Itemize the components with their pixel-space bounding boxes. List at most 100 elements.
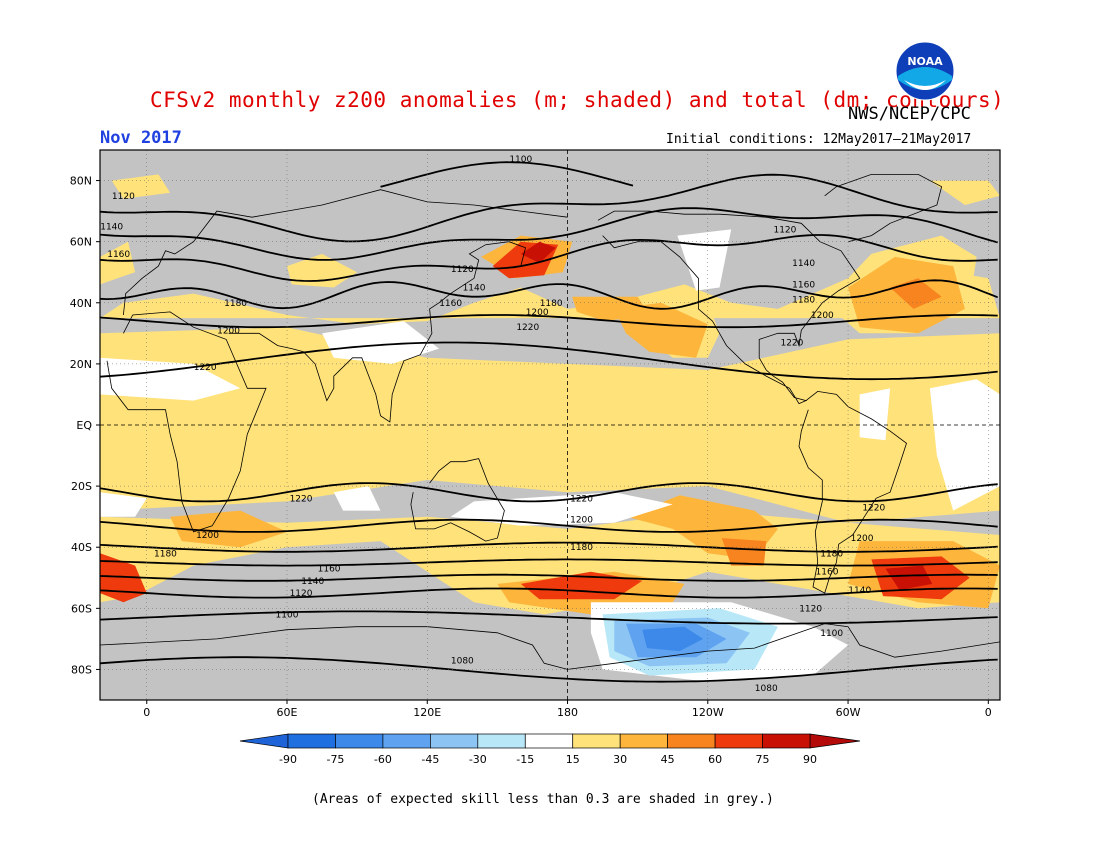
anomaly-south-band	[100, 510, 1000, 615]
initial-conditions-label: Initial conditions: 12May2017–21May2017	[666, 132, 972, 147]
colorbar-swatch	[762, 733, 811, 749]
colorbar-label: -30	[469, 753, 487, 766]
contour-label: 1120	[773, 225, 796, 235]
contour-label: 1200	[217, 326, 240, 336]
coastline-south-asia	[228, 241, 526, 423]
contour-label: 1140	[301, 577, 324, 587]
anomaly-arctic-west	[111, 174, 171, 199]
contour-label: 1200	[526, 308, 549, 318]
coastline-africa	[106, 311, 267, 533]
anomaly-arctic-east	[929, 180, 1000, 205]
lon-tick-label: 0	[143, 706, 150, 719]
contour-1200-north	[100, 314, 998, 329]
contour-1200-south	[100, 518, 998, 533]
lon-tick-label: 120W	[692, 706, 724, 719]
contour-label: 1100	[509, 155, 532, 165]
colorbar-label: -45	[421, 753, 439, 766]
colorbar-swatch	[524, 733, 574, 749]
anomaly-sp-antarctic-blue4	[642, 626, 704, 652]
contour-1140-south	[100, 573, 998, 582]
contour-label: 1140	[792, 259, 815, 269]
lat-tick-label: 20N	[70, 358, 92, 371]
lat-tick-label: 20S	[71, 480, 92, 493]
colorbar-swatch	[667, 733, 716, 749]
lat-tick-label: 60N	[70, 236, 92, 249]
contour-1080-south	[100, 656, 998, 683]
contour-label: 1160	[792, 280, 815, 290]
colorbar-swatch	[430, 733, 479, 749]
contour-1160-south	[100, 558, 998, 567]
lon-tick-label: 60W	[836, 706, 861, 719]
lon-tick-label: 120E	[413, 706, 441, 719]
lat-tick-label: 80N	[70, 175, 92, 188]
contour-label: 1140	[463, 284, 486, 294]
contour-label: 1160	[318, 565, 341, 575]
lat-tick-label: 80S	[71, 663, 92, 676]
lat-tick-label: EQ	[76, 419, 92, 432]
lon-tick-label: 0	[985, 706, 992, 719]
anomaly-south-indian-30	[170, 510, 287, 548]
contour-label: 1200	[196, 531, 219, 541]
contour-label: 1220	[780, 339, 803, 349]
contour-label: 1100	[820, 629, 843, 639]
contour-1120-north	[100, 173, 998, 243]
contour-label: 1120	[799, 604, 822, 614]
anomaly-kamchatka-75	[520, 241, 556, 264]
anomaly-south-pacific-45	[721, 538, 767, 566]
contour-label: 1180	[154, 549, 177, 559]
colorbar-low-arrow	[239, 733, 289, 749]
colorbar-label: -75	[326, 753, 344, 766]
coastline-europe-asia	[123, 189, 568, 316]
anomaly-tropics-white-4	[333, 486, 381, 511]
contour-label: 1200	[570, 516, 593, 526]
contour-label: 1220	[862, 504, 885, 514]
lon-tick-label: 60E	[277, 706, 298, 719]
valid-month-label: Nov 2017	[100, 128, 182, 148]
contour-label: 1140	[848, 586, 871, 596]
colorbar-swatch	[714, 733, 763, 749]
colorbar-swatch	[335, 733, 384, 749]
contour-label: 1120	[112, 192, 135, 202]
contour-label: 1220	[290, 494, 313, 504]
contour-1120-south	[100, 587, 998, 599]
colorbar-label: 75	[756, 753, 770, 766]
colorbar-label: 30	[613, 753, 627, 766]
contour-1160-north	[100, 234, 998, 282]
contour-1180-north	[100, 279, 999, 310]
lat-tick-label: 60S	[71, 602, 92, 615]
anomaly-south-white-2	[100, 492, 147, 517]
contour-label: 1080	[755, 684, 778, 694]
agency-label: NWS/NCEP/CPC	[848, 104, 971, 124]
map-plot-area: 1100 1120 1140 1160 1180 1200 1220 1120 1140 1160…	[100, 150, 1000, 700]
contour-label: 1120	[451, 265, 474, 275]
colorbar-label: -15	[516, 753, 534, 766]
colorbar-swatch	[287, 733, 336, 749]
coastline-antarctica	[100, 623, 1000, 670]
colorbar-label: 90	[803, 753, 817, 766]
contour-1100-polar	[380, 161, 634, 188]
lon-tick-label: 180	[557, 706, 578, 719]
contour-label: 1200	[811, 311, 834, 321]
coastline-north-america	[597, 210, 861, 405]
colorbar-high-arrow	[809, 733, 861, 749]
anomaly-tropics-white-1	[100, 357, 241, 401]
contour-label: 1180	[570, 543, 593, 553]
contour-label: 1160	[816, 568, 839, 578]
contour-label: 1120	[290, 589, 313, 599]
contour-label: 1220	[194, 363, 217, 373]
anomaly-south-atlantic-75	[885, 565, 933, 590]
contour-1140-north	[100, 207, 998, 261]
anomaly-sa-white	[859, 388, 891, 441]
noaa-logo-icon: NOAA	[895, 41, 955, 101]
anomaly-tropics-white-3	[929, 379, 1000, 511]
contour-label: 1160	[107, 250, 130, 260]
contour-1180-south	[100, 541, 998, 553]
coastline-south-america	[798, 390, 907, 594]
colorbar-swatch	[382, 733, 431, 749]
contour-label: 1080	[451, 656, 474, 666]
svg-text:NOAA: NOAA	[907, 55, 943, 68]
colorbar-swatch	[619, 733, 668, 749]
contour-label: 1200	[851, 534, 874, 544]
contour-label: 1100	[276, 610, 299, 620]
